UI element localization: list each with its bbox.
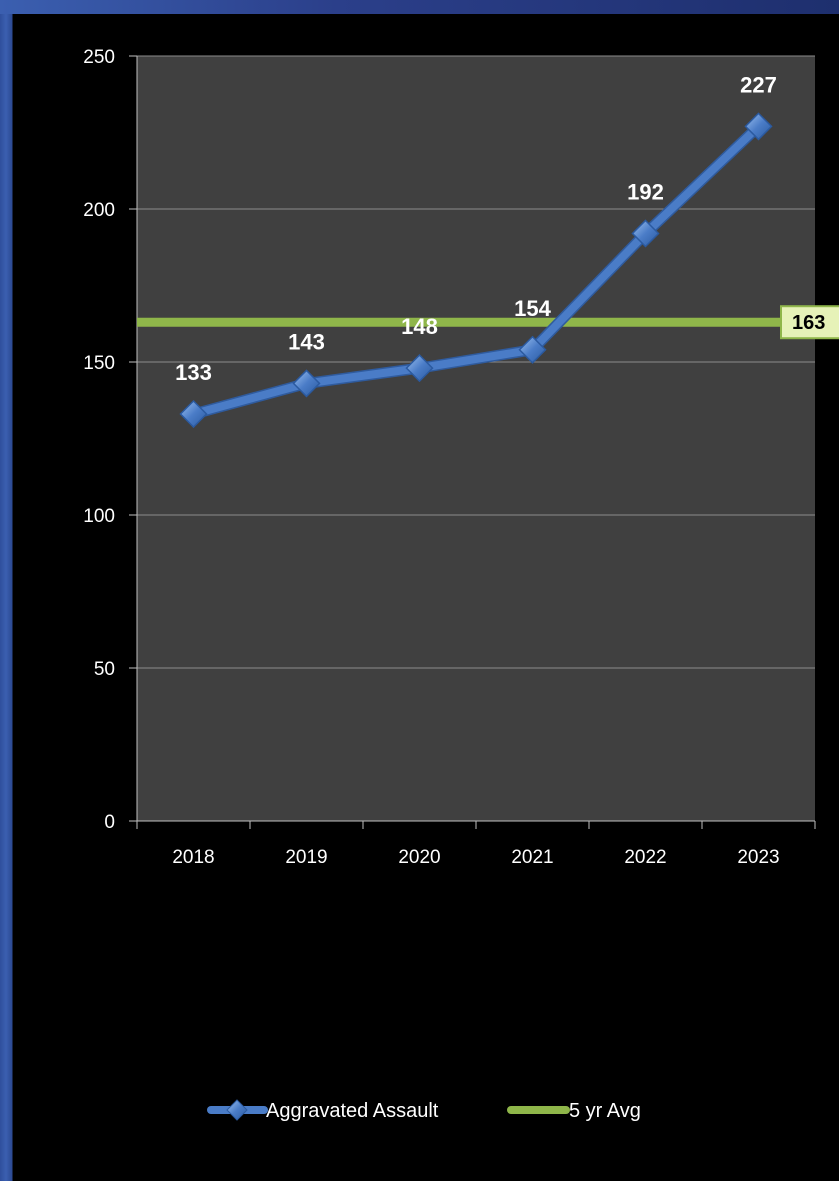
data-value-label: 148 — [401, 314, 438, 339]
data-point-marker — [292, 369, 321, 398]
y-tick-label: 250 — [83, 47, 115, 68]
legend: Aggravated Assault 5 yr Avg — [207, 1099, 641, 1122]
y-tick-label: 200 — [83, 200, 115, 221]
x-tick-label: 2019 — [285, 847, 327, 868]
data-value-label: 192 — [627, 179, 664, 204]
legend-label-5-yr-avg: 5 yr Avg — [569, 1100, 641, 1122]
data-labels: 133 143 148 154 192 227 — [175, 72, 777, 385]
data-value-label: 154 — [514, 296, 551, 321]
aggravated-assault-series — [179, 112, 773, 429]
x-tick-label: 2018 — [172, 847, 214, 868]
x-tick-label: 2021 — [511, 847, 553, 868]
average-label-box — [780, 305, 839, 340]
data-value-label: 143 — [288, 329, 325, 354]
data-point-marker — [405, 354, 434, 383]
x-tick-label: 2020 — [398, 847, 440, 868]
y-tick-label: 0 — [104, 812, 115, 833]
data-value-label: 133 — [175, 360, 212, 385]
data-value-label: 227 — [740, 72, 777, 97]
legend-label-aggravated-assault: Aggravated Assault — [266, 1100, 439, 1122]
data-point-marker — [518, 335, 547, 364]
data-point-marker — [631, 219, 660, 248]
y-tick-label: 50 — [94, 659, 115, 680]
axes: 0 50 100 150 200 250 2018 2019 2020 2021 2022 2023 — [83, 47, 816, 868]
x-tick-label: 2023 — [737, 847, 779, 868]
y-tick-label: 150 — [83, 353, 115, 374]
average-value-label: 163 — [792, 312, 825, 334]
data-point-marker — [744, 112, 773, 141]
average-series: 163 — [137, 305, 839, 340]
legend-marker-aggravated-assault — [226, 1099, 248, 1121]
data-point-marker — [179, 399, 208, 429]
series-line — [189, 122, 763, 419]
slide-top-strip — [0, 0, 839, 14]
y-tick-label: 100 — [83, 506, 115, 527]
x-tick-label: 2022 — [624, 847, 666, 868]
